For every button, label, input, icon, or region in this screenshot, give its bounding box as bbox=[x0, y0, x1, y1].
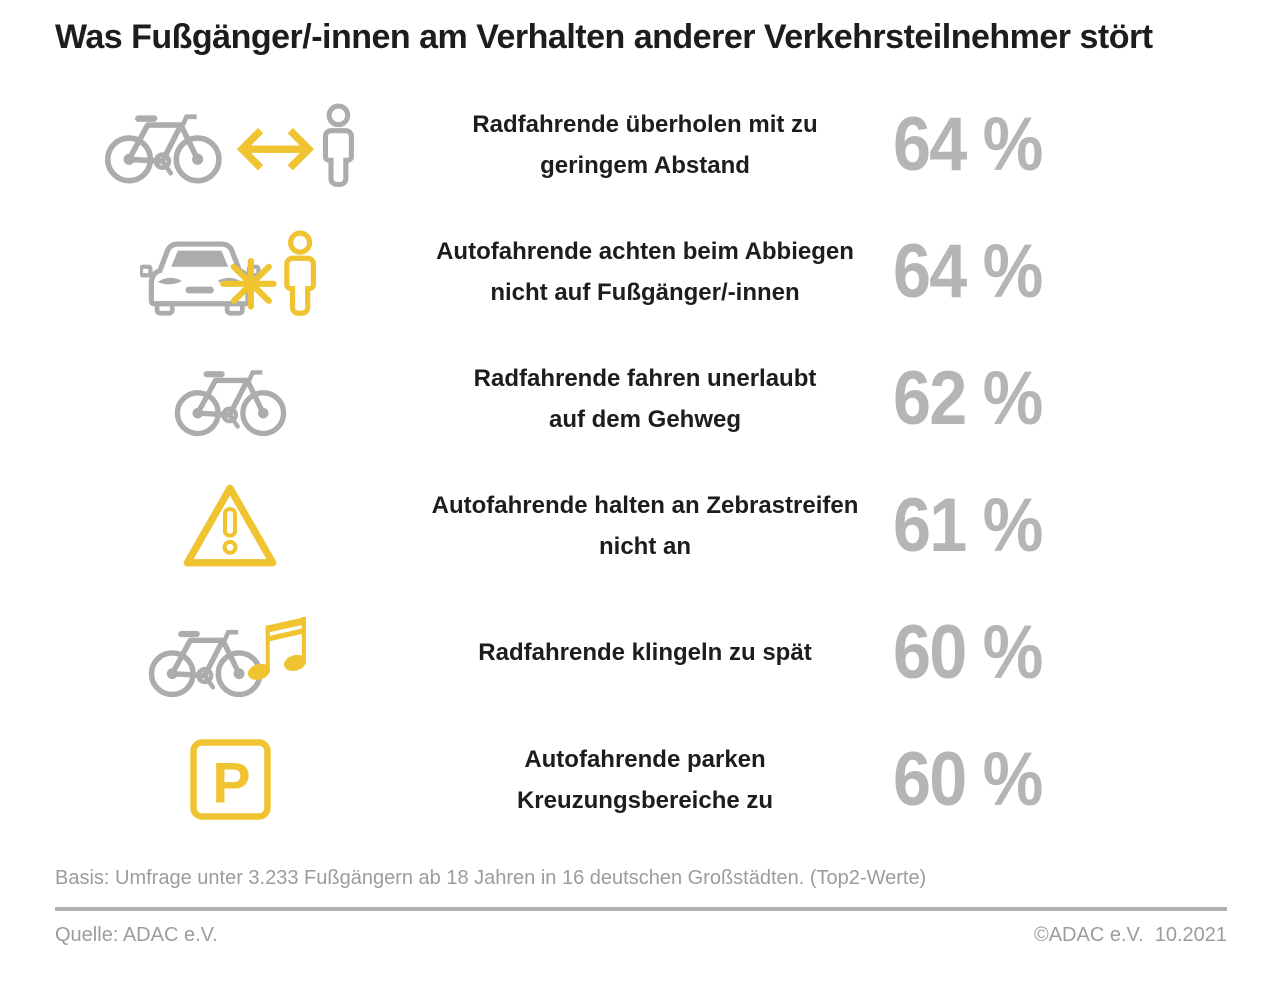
footer-divider bbox=[55, 907, 1227, 911]
stat-row: Autofahrende halten an Zebrastreifen nic… bbox=[55, 462, 1227, 589]
footer: Quelle: ADAC e.V. ©ADAC e.V. 10.2021 bbox=[55, 924, 1227, 947]
stat-rows: Radfahrende überholen mit zu geringem Ab… bbox=[55, 81, 1227, 843]
stat-row: Radfahrende klingeln zu spät 60 % bbox=[55, 589, 1227, 716]
stat-row: Autofahrende achten beim Abbiegen nicht … bbox=[55, 208, 1227, 335]
infographic: Was Fußgänger/-innen am Verhalten andere… bbox=[55, 18, 1227, 947]
stat-label: Autofahrende halten an Zebrastreifen nic… bbox=[431, 491, 859, 560]
stat-label: Radfahrende fahren unerlaubt auf dem Geh… bbox=[473, 364, 817, 433]
bicycle-arrow-pedestrian-icon bbox=[104, 103, 354, 187]
stat-value: 62 % bbox=[893, 356, 1044, 441]
stat-row: Radfahrende fahren unerlaubt auf dem Geh… bbox=[55, 335, 1227, 462]
music-notes-icon bbox=[247, 616, 306, 680]
stat-value: 61 % bbox=[893, 483, 1044, 568]
bicycle-bell-notes-icon bbox=[148, 616, 306, 698]
copyright-text: ©ADAC e.V. 10.2021 bbox=[1033, 924, 1227, 946]
stat-value: 64 % bbox=[893, 229, 1044, 314]
stat-value: 64 % bbox=[893, 102, 1044, 187]
stat-label: Autofahrende parken Kreuzungsbereiche zu bbox=[516, 745, 774, 814]
stat-row: Radfahrende überholen mit zu geringem Ab… bbox=[55, 81, 1227, 208]
source-text: Quelle: ADAC e.V. bbox=[55, 924, 218, 946]
warning-triangle-icon bbox=[183, 484, 277, 567]
stat-value: 60 % bbox=[893, 737, 1044, 822]
stat-row: P Autofahrende parken Kreuzungsbereiche … bbox=[55, 716, 1227, 843]
stat-label: Radfahrende klingeln zu spät bbox=[478, 639, 812, 666]
car-collision-pedestrian-icon bbox=[140, 230, 316, 316]
parking-sign-icon: P bbox=[189, 739, 271, 820]
double-arrow-icon bbox=[236, 127, 314, 170]
car-front-icon bbox=[140, 240, 261, 316]
pedestrian-icon bbox=[322, 103, 354, 187]
svg-text:P: P bbox=[212, 752, 250, 816]
basis-note: Basis: Umfrage unter 3.233 Fußgängern ab… bbox=[55, 867, 927, 889]
stat-value: 60 % bbox=[893, 610, 1044, 695]
pedestrian-icon bbox=[284, 230, 316, 316]
bicycle-icon bbox=[174, 369, 286, 436]
stat-label: Radfahrende überholen mit zu geringem Ab… bbox=[472, 110, 818, 179]
collision-star-icon bbox=[220, 257, 277, 310]
page-title: Was Fußgänger/-innen am Verhalten andere… bbox=[55, 18, 1153, 56]
stat-label: Autofahrende achten beim Abbiegen nicht … bbox=[436, 237, 854, 306]
